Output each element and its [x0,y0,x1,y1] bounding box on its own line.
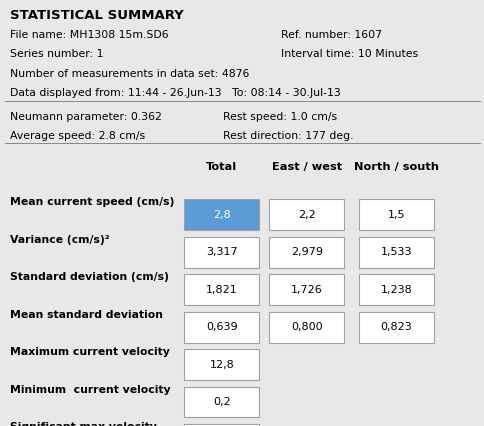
Text: 2,8: 2,8 [212,210,230,220]
Text: 1,5: 1,5 [387,210,405,220]
Text: 0,639: 0,639 [206,322,237,332]
Text: Total: Total [206,161,237,172]
Text: 12,8: 12,8 [209,360,234,370]
Text: 3,317: 3,317 [206,247,237,257]
FancyBboxPatch shape [184,424,259,426]
FancyBboxPatch shape [184,387,259,417]
Text: STATISTICAL SUMMARY: STATISTICAL SUMMARY [10,9,183,22]
FancyBboxPatch shape [269,312,344,343]
Text: Rest direction: 177 deg.: Rest direction: 177 deg. [223,131,353,141]
Text: East / west: East / west [271,161,341,172]
Text: Average speed: 2.8 cm/s: Average speed: 2.8 cm/s [10,131,145,141]
Text: 1,726: 1,726 [290,285,322,295]
FancyBboxPatch shape [358,312,433,343]
FancyBboxPatch shape [269,274,344,305]
FancyBboxPatch shape [358,274,433,305]
FancyBboxPatch shape [269,237,344,268]
FancyBboxPatch shape [358,237,433,268]
Text: Standard deviation (cm/s): Standard deviation (cm/s) [10,272,168,282]
Text: Significant max velocity: Significant max velocity [10,422,156,426]
FancyBboxPatch shape [269,199,344,230]
Text: Interval time: 10 Minutes: Interval time: 10 Minutes [281,49,418,59]
FancyBboxPatch shape [184,349,259,380]
Text: Ref. number: 1607: Ref. number: 1607 [281,29,381,40]
Text: 2,979: 2,979 [290,247,322,257]
Text: Neumann parameter: 0.362: Neumann parameter: 0.362 [10,112,161,121]
Text: 2,2: 2,2 [297,210,315,220]
Text: Maximum current velocity: Maximum current velocity [10,347,169,357]
FancyBboxPatch shape [184,274,259,305]
FancyBboxPatch shape [358,199,433,230]
FancyBboxPatch shape [184,199,259,230]
Text: Series number: 1: Series number: 1 [10,49,103,59]
Text: Rest speed: 1.0 cm/s: Rest speed: 1.0 cm/s [223,112,336,121]
Text: 1,821: 1,821 [206,285,237,295]
FancyBboxPatch shape [184,312,259,343]
Text: 1,533: 1,533 [380,247,411,257]
Text: Variance (cm/s)²: Variance (cm/s)² [10,235,109,245]
Text: 1,238: 1,238 [380,285,411,295]
Text: Mean standard deviation: Mean standard deviation [10,310,162,320]
Text: Data displayed from: 11:44 - 26.Jun-13   To: 08:14 - 30.Jul-13: Data displayed from: 11:44 - 26.Jun-13 T… [10,88,340,98]
FancyBboxPatch shape [184,237,259,268]
Text: 0,823: 0,823 [380,322,411,332]
Text: Mean current speed (cm/s): Mean current speed (cm/s) [10,197,174,207]
Text: Minimum  current velocity: Minimum current velocity [10,385,170,394]
Text: North / south: North / south [353,161,438,172]
Text: 0,800: 0,800 [290,322,322,332]
Text: File name: MH1308 15m.SD6: File name: MH1308 15m.SD6 [10,29,168,40]
Text: 0,2: 0,2 [212,397,230,407]
Text: Number of measurements in data set: 4876: Number of measurements in data set: 4876 [10,69,249,78]
